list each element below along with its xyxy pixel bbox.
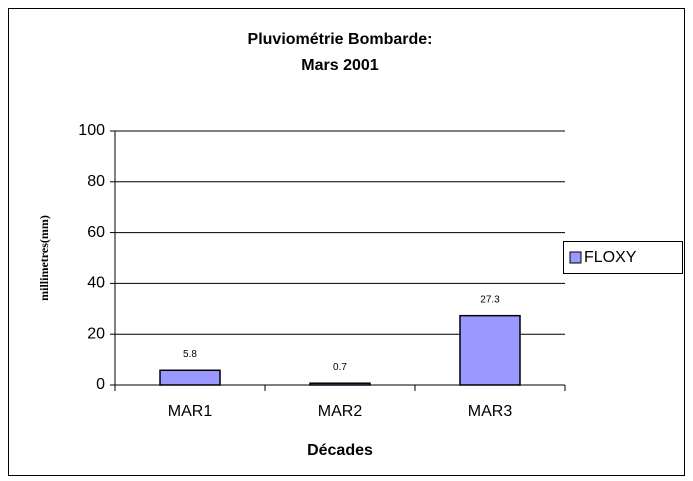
chart-title: Mars 2001 [301, 57, 378, 74]
bar [459, 314, 521, 386]
y-axis-label: millimetres(mm) [37, 215, 51, 301]
chart-title: Pluviométrie Bombarde: [248, 31, 433, 48]
bar [309, 382, 371, 386]
x-tick-label: MAR1 [168, 403, 213, 420]
legend-label: FLOXY [584, 249, 637, 266]
y-tick-label: 0 [96, 376, 105, 393]
data-label: 5.8 [183, 349, 197, 360]
legend-swatch [569, 251, 582, 264]
y-tick-label: 20 [87, 325, 105, 342]
x-tick-label: MAR3 [468, 403, 513, 420]
bar [159, 369, 221, 386]
y-tick-label: 80 [87, 173, 105, 190]
data-label: 0.7 [333, 362, 347, 373]
data-label: 27.3 [480, 294, 500, 305]
x-tick-label: MAR2 [318, 403, 363, 420]
y-tick-label: 100 [78, 122, 105, 139]
x-axis-label: Décades [307, 442, 373, 459]
y-tick-label: 60 [87, 224, 105, 241]
legend-box [563, 241, 683, 274]
y-tick-label: 40 [87, 275, 105, 292]
